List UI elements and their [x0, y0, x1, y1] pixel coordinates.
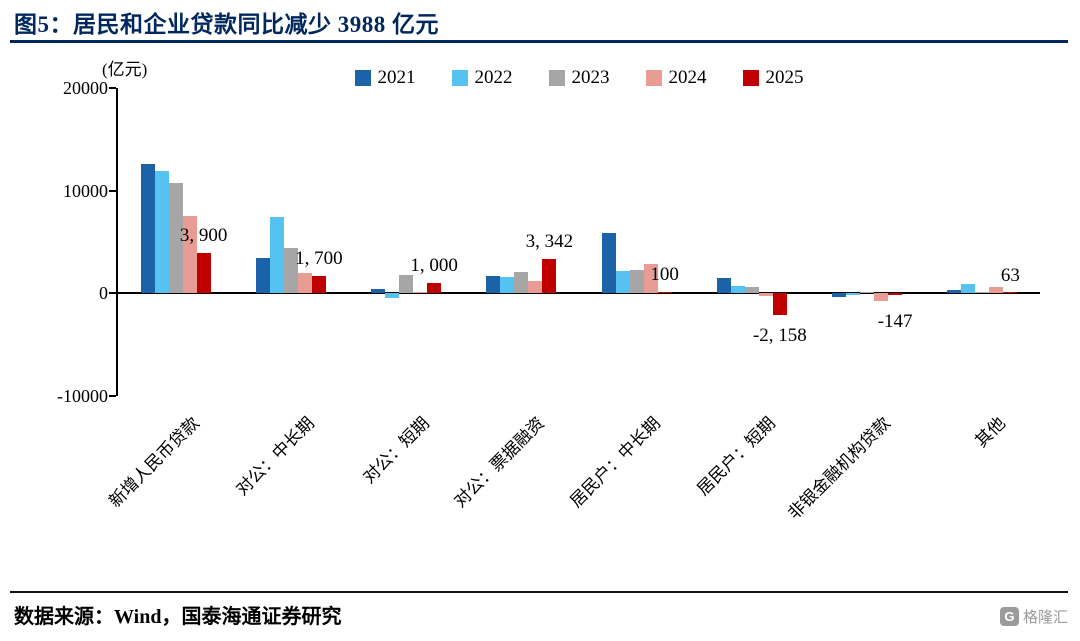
bar-2021-其他 — [947, 290, 962, 294]
bar-2025-对公：票据融资 — [542, 259, 557, 294]
value-label-新增人民币贷款: 3, 900 — [179, 225, 228, 247]
legend-swatch-2022 — [451, 70, 468, 86]
legend-swatch-2023 — [548, 70, 565, 86]
bar-2025-非银金融机构贷款 — [888, 293, 903, 295]
bar-2021-居民户：短期 — [716, 277, 731, 294]
y-tick-label-20000: 20000 — [63, 78, 108, 98]
watermark: G 格隆汇 — [999, 606, 1068, 627]
value-label-居民户：短期: -2, 158 — [752, 325, 807, 347]
legend-label-2021: 2021 — [377, 67, 416, 88]
bar-2021-对公：短期 — [371, 289, 386, 294]
bar-2024-对公：票据融资 — [528, 281, 543, 294]
legend-item-2021: 2021 — [354, 67, 416, 89]
value-label-非银金融机构贷款: -147 — [877, 310, 913, 332]
bar-2024-非银金融机构贷款 — [874, 293, 889, 301]
legend-item-2022: 2022 — [451, 67, 513, 89]
x-axis-zero-line — [118, 292, 1040, 295]
bar-2021-居民户：中长期 — [601, 232, 616, 294]
legend-label-2023: 2023 — [571, 67, 610, 88]
bar-2022-对公：短期 — [385, 293, 400, 299]
y-axis-unit-label: (亿元) — [102, 60, 148, 79]
data-source-text: 数据来源：Wind，国泰海通证券研究 — [14, 606, 342, 628]
bar-2022-非银金融机构贷款 — [846, 293, 861, 295]
y-tick-label-0: 0 — [99, 283, 108, 304]
bar-2022-居民户：短期 — [730, 286, 745, 294]
bar-2021-非银金融机构贷款 — [832, 293, 847, 298]
legend-label-2024: 2024 — [668, 67, 707, 88]
value-label-其他: 63 — [1000, 264, 1020, 286]
bar-2022-对公：票据融资 — [500, 277, 515, 294]
bar-2022-对公：中长期 — [269, 217, 284, 294]
bar-2025-对公：短期 — [427, 283, 442, 294]
watermark-logo-icon: G — [999, 607, 1019, 626]
bar-2024-居民户：中长期 — [643, 263, 658, 294]
y-tick-mark--10000 — [109, 395, 116, 397]
bar-2025-对公：中长期 — [311, 275, 326, 294]
bar-2024-居民户：短期 — [758, 293, 773, 297]
bar-2023-非银金融机构贷款 — [860, 292, 875, 294]
bar-2023-对公：中长期 — [283, 247, 298, 294]
bar-2021-新增人民币贷款 — [140, 163, 155, 294]
legend-swatch-2025 — [742, 70, 759, 86]
bar-2024-对公：中长期 — [297, 272, 312, 294]
watermark-label: 格隆汇 — [1022, 610, 1068, 626]
bar-2022-新增人民币贷款 — [154, 171, 169, 294]
legend-item-2024: 2024 — [645, 67, 707, 89]
value-label-对公：票据融资: 3, 342 — [525, 231, 574, 253]
y-tick-label-10000: 10000 — [63, 180, 108, 201]
value-label-对公：短期: 1, 000 — [410, 255, 458, 277]
bar-2023-新增人民币贷款 — [168, 183, 183, 294]
legend-label-2025: 2025 — [765, 67, 804, 88]
bar-2025-其他 — [1003, 292, 1018, 294]
bar-2023-对公：票据融资 — [514, 272, 529, 294]
y-tick-label--10000: -10000 — [57, 386, 108, 406]
y-tick-mark-20000 — [109, 87, 116, 89]
bar-2024-对公：短期 — [413, 292, 428, 294]
y-axis-line — [116, 88, 118, 396]
footer-divider — [10, 591, 1068, 593]
bar-2025-居民户：中长期 — [657, 292, 672, 294]
bar-2024-其他 — [989, 287, 1004, 294]
y-tick-mark-10000 — [109, 189, 116, 192]
value-label-对公：中长期: 1, 700 — [295, 247, 343, 269]
bar-2025-居民户：短期 — [772, 293, 787, 316]
plot-area: 20000 10000 0 -10000 3, 900 新增人民币贷款 1, 700 对公：中… — [57, 78, 1040, 523]
legend-item-2025: 2025 — [742, 67, 804, 89]
bar-2025-新增人民币贷款 — [196, 253, 211, 294]
legend-swatch-2024 — [645, 70, 662, 86]
value-label-居民户：中长期: 100 — [650, 264, 679, 286]
bar-2023-其他 — [975, 292, 990, 294]
bar-2023-居民户：中长期 — [629, 269, 644, 294]
figure-title: 图5：居民和企业贷款同比减少 3988 亿元 — [14, 12, 439, 37]
legend-swatch-2021 — [354, 70, 371, 86]
legend: 2021 2022 2023 2024 2025 — [118, 67, 1040, 89]
bar-2023-居民户：短期 — [744, 287, 759, 294]
title-underline — [10, 40, 1068, 43]
y-tick-mark-0 — [109, 292, 116, 295]
bar-2021-对公：中长期 — [255, 257, 270, 294]
legend-label-2022: 2022 — [474, 67, 513, 88]
bar-2022-其他 — [961, 284, 976, 294]
bar-2021-对公：票据融资 — [486, 275, 501, 294]
bar-2022-居民户：中长期 — [615, 271, 630, 294]
bar-2024-新增人民币贷款 — [182, 216, 197, 294]
legend-item-2023: 2023 — [548, 67, 610, 89]
bar-2023-对公：短期 — [399, 275, 414, 294]
